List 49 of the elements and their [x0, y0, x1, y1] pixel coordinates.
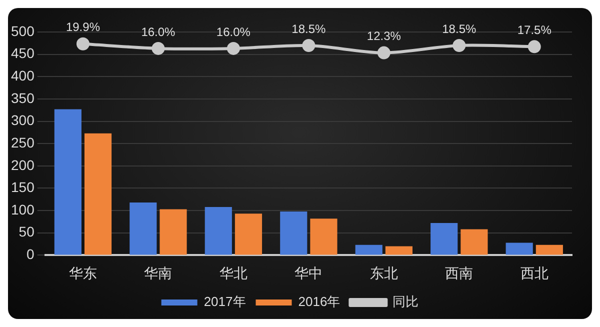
- x-tick-label: 东北: [370, 266, 398, 282]
- bar: [460, 229, 488, 255]
- bar: [385, 246, 413, 255]
- bar: [84, 133, 112, 255]
- y-tick-label: 100: [11, 201, 35, 218]
- x-tick-label: 西北: [520, 266, 548, 282]
- point: [226, 42, 240, 55]
- data-label: 18.5%: [442, 22, 476, 36]
- data-label: 16.0%: [216, 24, 251, 39]
- data-label: 17.5%: [517, 22, 552, 37]
- point: [452, 39, 466, 52]
- y-tick-label: 250: [11, 134, 35, 150]
- point: [302, 39, 316, 52]
- point: [377, 46, 390, 60]
- bar: [506, 242, 533, 255]
- bar: [536, 244, 563, 255]
- x-tick-label: 华东: [68, 266, 97, 282]
- legend-label: 2016年: [298, 294, 340, 310]
- bar: [430, 223, 458, 255]
- data-label: 18.5%: [292, 22, 326, 36]
- bar: [130, 202, 157, 255]
- legend-label: 2017年: [204, 294, 246, 310]
- bar: [355, 244, 382, 255]
- y-tick-label: 300: [11, 112, 35, 128]
- bar: [54, 109, 82, 255]
- x-tick-label: 华北: [219, 266, 248, 282]
- point: [152, 42, 165, 55]
- legend-label: 同比: [392, 294, 419, 310]
- bar: [310, 218, 338, 255]
- data-label: 19.9%: [66, 20, 100, 34]
- y-tick-label: 500: [11, 22, 35, 39]
- point: [528, 40, 541, 54]
- data-label: 16.0%: [141, 24, 176, 39]
- x-tick-label: 西南: [445, 266, 474, 282]
- y-tick-label: 350: [11, 90, 35, 106]
- y-tick-label: 200: [11, 156, 35, 173]
- x-tick-label: 华南: [144, 266, 172, 282]
- data-label: 12.3%: [366, 29, 402, 44]
- y-tick-label: 50: [18, 224, 35, 240]
- bar: [234, 214, 262, 255]
- y-tick-label: 150: [11, 179, 35, 196]
- point: [76, 37, 90, 50]
- bar: [204, 206, 232, 255]
- bar: [280, 211, 308, 255]
- bar: [160, 209, 187, 255]
- y-tick-label: 400: [11, 68, 35, 84]
- y-tick-label: 450: [11, 45, 35, 62]
- x-tick-label: 华中: [294, 266, 323, 282]
- y-tick-label: 0: [26, 246, 35, 262]
